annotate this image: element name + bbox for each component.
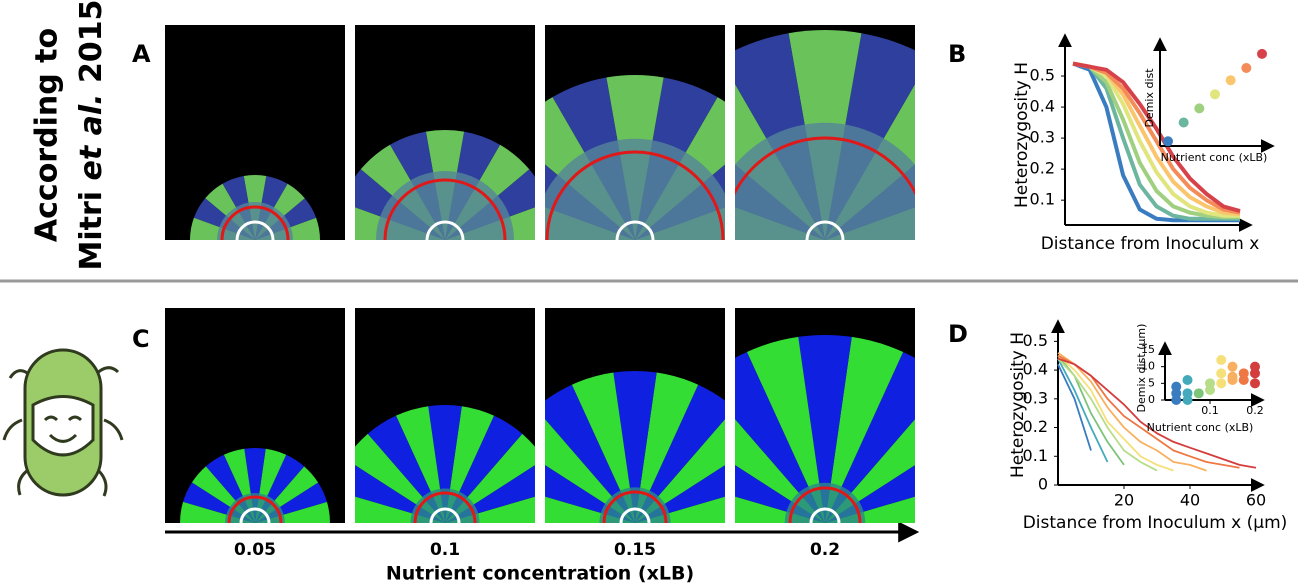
point	[1250, 362, 1260, 372]
point	[1205, 378, 1215, 388]
y-tick-label: 0	[1038, 475, 1048, 494]
mixed-zone	[376, 171, 514, 309]
point	[1183, 375, 1193, 385]
simulation-panel	[165, 308, 345, 553]
line	[1058, 353, 1207, 471]
y-tick-label: 0.1	[1023, 446, 1048, 465]
simulation-panel	[327, 308, 563, 558]
x-tick-label: 60	[1246, 491, 1266, 510]
point	[1171, 382, 1181, 392]
y-axis-label: Demix dist	[1143, 68, 1156, 128]
x-tick-label: 0.2	[1246, 404, 1264, 417]
y-tick-label: 15	[1141, 343, 1155, 356]
y-tick-label: 0.4	[1030, 97, 1055, 116]
x-tick-label: 0.1	[1201, 404, 1219, 417]
y-tick-label: 0.3	[1030, 128, 1055, 147]
y-tick-label: 0.1	[1030, 190, 1055, 209]
side-label-line: Mitri et al. 2015	[74, 0, 109, 271]
point	[1250, 378, 1260, 388]
figure: According to Mitri et al. 2015 A B C D 0…	[0, 0, 1298, 588]
nutrient-title: Nutrient concentration (xLB)	[386, 563, 694, 585]
nutrient-label: 0.2	[810, 540, 840, 560]
panel-letter: D	[948, 320, 968, 348]
point	[1216, 378, 1226, 388]
x-axis-label: Distance from Inoculum x	[1041, 234, 1260, 254]
mixed-zone	[217, 202, 293, 278]
text: 2015	[74, 0, 109, 93]
point	[1183, 388, 1193, 398]
x-axis-label: Distance from Inoculum x (μm)	[1023, 513, 1288, 533]
point	[1226, 75, 1236, 85]
simulation-panel	[165, 25, 345, 278]
y-tick-label: 5	[1148, 376, 1155, 389]
point	[1194, 388, 1204, 398]
side-label: According to Mitri et al. 2015	[30, 0, 109, 271]
side-label-line: According to	[30, 28, 65, 242]
point	[1210, 89, 1220, 99]
point	[1216, 368, 1226, 378]
y-tick-label: 0.2	[1023, 417, 1048, 436]
y-tick-label: 10	[1141, 360, 1155, 373]
point	[1194, 103, 1204, 113]
point	[1179, 118, 1189, 128]
point	[1216, 355, 1226, 365]
y-tick-label: 0.4	[1023, 360, 1048, 379]
point	[1228, 372, 1238, 382]
point	[1239, 368, 1249, 378]
x-axis-label: Nutrient conc (xLB)	[1161, 151, 1268, 164]
text: et al.	[74, 93, 109, 180]
nutrient-label: 0.15	[614, 540, 656, 560]
y-tick-label: 0.2	[1030, 159, 1055, 178]
panel-letter: C	[132, 325, 150, 353]
panel-letter: B	[948, 40, 966, 68]
y-tick-label: 0.5	[1030, 66, 1055, 85]
point	[1163, 136, 1173, 146]
panel-letter: A	[132, 40, 151, 68]
text: Mitri	[74, 181, 109, 271]
x-tick-label: 20	[1114, 491, 1134, 510]
y-tick-label: 0	[1148, 393, 1155, 406]
x-axis-label: Nutrient conc (xLB)	[1147, 421, 1254, 434]
point	[1241, 63, 1251, 73]
bacterium-icon	[4, 350, 122, 496]
nutrient-label: 0.05	[234, 540, 276, 560]
point	[1228, 362, 1238, 372]
nutrient-label: 0.1	[430, 540, 460, 560]
x-tick-label: 40	[1180, 491, 1200, 510]
y-tick-label: 0.5	[1023, 331, 1048, 350]
simulation-panel	[335, 25, 555, 309]
point	[1257, 49, 1267, 59]
y-tick-label: 0.3	[1023, 388, 1048, 407]
